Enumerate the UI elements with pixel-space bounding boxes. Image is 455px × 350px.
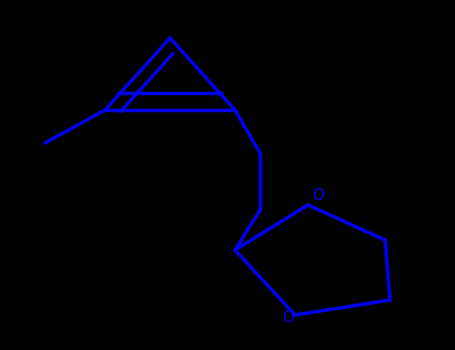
Text: O: O [282,310,294,326]
Text: O: O [312,189,324,203]
